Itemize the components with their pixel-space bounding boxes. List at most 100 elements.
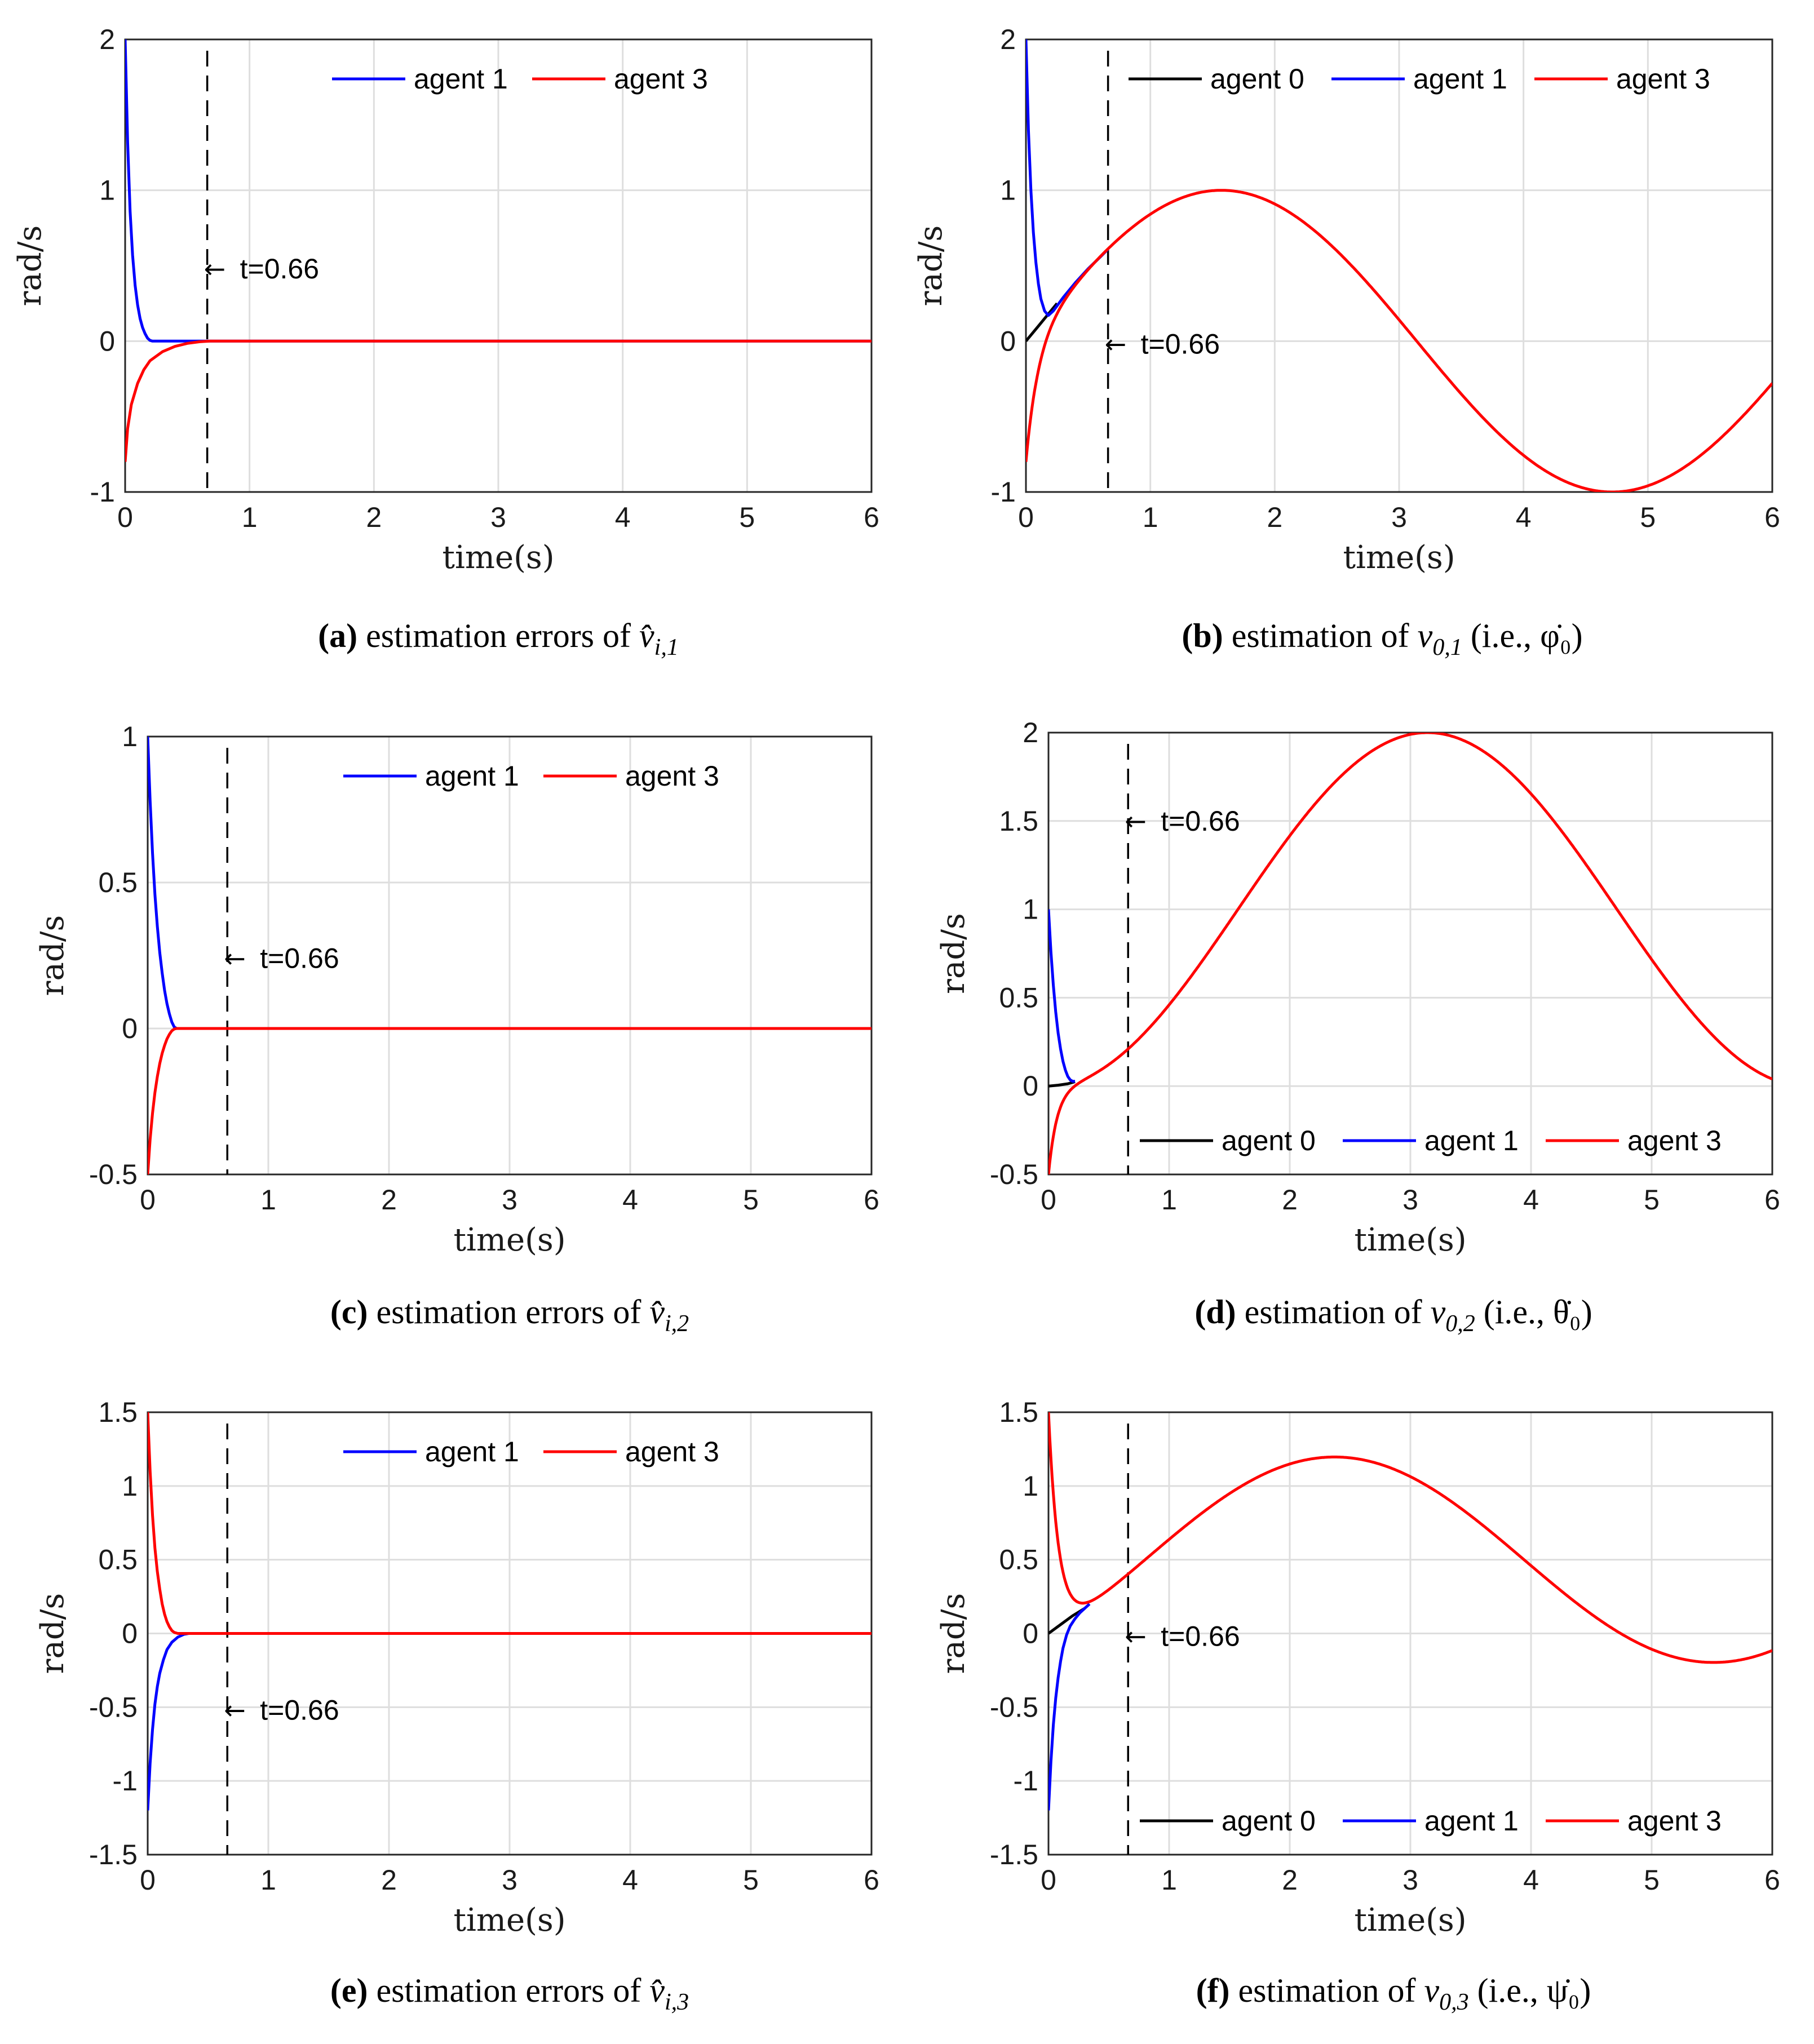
y-tick-label: 1 bbox=[1000, 175, 1016, 206]
y-tick-label: 0.5 bbox=[98, 867, 138, 898]
x-tick-label: 3 bbox=[502, 1184, 517, 1216]
y-axis-label: rad/s bbox=[12, 225, 48, 307]
y-tick-label: -1.5 bbox=[990, 1839, 1038, 1870]
series-line-agent-3 bbox=[1048, 1412, 1772, 1664]
legend-label: agent 3 bbox=[625, 760, 719, 792]
y-tick-label: -1 bbox=[90, 476, 115, 508]
x-axis-label: time(s) bbox=[1343, 539, 1455, 576]
x-tick-label: 2 bbox=[1282, 1184, 1298, 1216]
x-tick-label: 6 bbox=[1764, 502, 1780, 533]
caption-suffix: (i.e., θ̇₀) bbox=[1475, 1293, 1592, 1331]
annotation-arrow: ← bbox=[204, 254, 226, 284]
x-tick-label: 1 bbox=[260, 1184, 276, 1216]
annotation-arrow: ← bbox=[1125, 1621, 1147, 1652]
x-tick-label: 5 bbox=[743, 1864, 759, 1896]
y-axis-label: rad/s bbox=[34, 1593, 71, 1674]
x-tick-label: 6 bbox=[864, 1864, 879, 1896]
x-tick-label: 1 bbox=[242, 502, 258, 533]
caption-letter: (e) bbox=[330, 1972, 368, 2009]
caption: (a) estimation errors of v̂i,1 bbox=[318, 617, 679, 660]
x-tick-label: 6 bbox=[1764, 1864, 1780, 1896]
annotation-arrow: ← bbox=[224, 1695, 246, 1726]
caption-text: estimation of bbox=[1223, 617, 1418, 654]
series-line-agent-3 bbox=[148, 1412, 871, 1635]
legend: agent 0 agent 1 agent 3 bbox=[1140, 1125, 1722, 1156]
x-tick-label: 0 bbox=[140, 1184, 156, 1216]
y-tick-label: 0 bbox=[1023, 1618, 1038, 1650]
y-tick-label: 0.5 bbox=[98, 1544, 138, 1576]
series-line-agent-1 bbox=[125, 39, 871, 343]
y-tick-label: 2 bbox=[1000, 24, 1016, 55]
x-tick-label: 4 bbox=[1523, 1184, 1539, 1216]
series-line-agent-1 bbox=[148, 737, 871, 1030]
caption-letter: (d) bbox=[1194, 1293, 1236, 1331]
y-axis-label: rad/s bbox=[34, 915, 71, 996]
caption-subscript: i,1 bbox=[654, 635, 679, 660]
series-line-agent-3 bbox=[1026, 189, 1772, 492]
y-tick-label: -0.5 bbox=[990, 1691, 1038, 1723]
x-axis-label: time(s) bbox=[1354, 1902, 1466, 1939]
legend-label: agent 1 bbox=[414, 63, 508, 95]
annotation-label: t=0.66 bbox=[1141, 329, 1220, 360]
caption-letter: (c) bbox=[330, 1293, 368, 1331]
legend-label: agent 1 bbox=[425, 760, 519, 792]
caption-letter: (b) bbox=[1182, 617, 1223, 654]
y-tick-label: -1 bbox=[991, 476, 1016, 508]
y-tick-label: 0 bbox=[1023, 1070, 1038, 1102]
caption-subscript: 0,2 bbox=[1445, 1311, 1475, 1337]
caption: (b) estimation of v0,1 (i.e., φ̇₀) bbox=[1182, 617, 1582, 660]
x-tick-label: 4 bbox=[1516, 502, 1532, 533]
x-tick-label: 0 bbox=[1041, 1864, 1056, 1896]
x-tick-label: 0 bbox=[1041, 1184, 1056, 1216]
caption-text: estimation of bbox=[1236, 1293, 1431, 1331]
y-tick-label: 1.5 bbox=[98, 1396, 138, 1428]
y-tick-label: -1.5 bbox=[89, 1839, 138, 1870]
x-tick-label: 5 bbox=[743, 1184, 759, 1216]
y-axis-label: rad/s bbox=[935, 1593, 972, 1674]
y-tick-label: -0.5 bbox=[990, 1159, 1038, 1190]
legend: agent 0 agent 1 agent 3 bbox=[1140, 1805, 1722, 1837]
annotation-label: t=0.66 bbox=[260, 1695, 339, 1726]
y-tick-label: 2 bbox=[99, 24, 115, 55]
caption-text: estimation errors of bbox=[368, 1972, 649, 2009]
x-tick-label: 1 bbox=[260, 1864, 276, 1896]
series-line-agent-3 bbox=[1048, 733, 1772, 1174]
plot-border bbox=[1047, 731, 1773, 1176]
caption: (d) estimation of v0,2 (i.e., θ̇₀) bbox=[1194, 1293, 1592, 1337]
chart-panel-e: 0 1 2 3 4 5 6 -1.5 -1 -0.5 0 0.5 1 1.5 rad/s time(s) ← t=… bbox=[34, 1396, 879, 2015]
x-tick-label: 0 bbox=[140, 1864, 156, 1896]
x-tick-label: 1 bbox=[1143, 502, 1158, 533]
x-tick-label: 4 bbox=[615, 502, 631, 533]
x-tick-label: 2 bbox=[1282, 1864, 1298, 1896]
x-tick-label: 2 bbox=[381, 1184, 397, 1216]
x-tick-label: 2 bbox=[1267, 502, 1282, 533]
x-tick-label: 3 bbox=[490, 502, 506, 533]
caption-subscript: i,3 bbox=[665, 1989, 689, 2015]
series-line-agent-0 bbox=[1026, 302, 1059, 342]
caption-subscript: i,2 bbox=[665, 1311, 689, 1337]
plot-border bbox=[1025, 38, 1773, 493]
caption-suffix: (i.e., φ̇₀) bbox=[1462, 617, 1583, 654]
y-tick-label: 1 bbox=[1023, 894, 1038, 925]
x-tick-label: 3 bbox=[502, 1864, 517, 1896]
annotation-label: t=0.66 bbox=[1161, 1621, 1240, 1652]
chart-panel-f: 0 1 2 3 4 5 6 -1.5 -1 -0.5 0 0.5 1 1.5 rad/s time(s) ← t=… bbox=[935, 1396, 1780, 2015]
y-tick-label: 1 bbox=[99, 175, 115, 206]
series-line-agent-0 bbox=[1048, 1080, 1076, 1088]
y-tick-label: 0 bbox=[122, 1618, 138, 1650]
x-tick-label: 6 bbox=[1764, 1184, 1780, 1216]
y-tick-label: 1 bbox=[1023, 1470, 1038, 1502]
legend-label: agent 3 bbox=[614, 63, 708, 95]
caption-suffix: (i.e., ψ̇₀) bbox=[1469, 1972, 1591, 2009]
x-tick-label: 3 bbox=[1391, 502, 1407, 533]
x-tick-label: 5 bbox=[1640, 502, 1656, 533]
x-tick-label: 3 bbox=[1402, 1864, 1418, 1896]
legend-label: agent 3 bbox=[1616, 63, 1710, 95]
caption-text: estimation of bbox=[1230, 1972, 1424, 2009]
caption-letter: (a) bbox=[318, 617, 357, 654]
legend-label: agent 1 bbox=[1424, 1125, 1519, 1156]
plot-border bbox=[147, 735, 873, 1176]
